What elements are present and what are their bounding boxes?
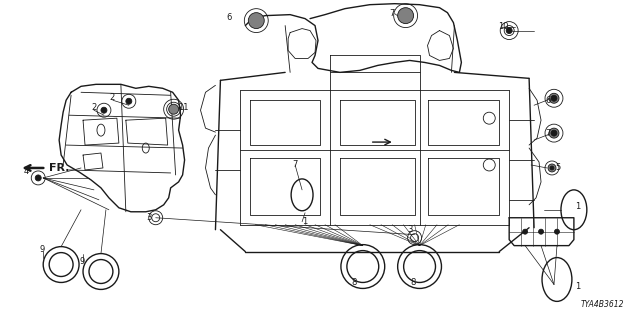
- Circle shape: [248, 13, 264, 28]
- Text: 5: 5: [555, 164, 560, 172]
- Circle shape: [101, 107, 107, 113]
- Text: 1: 1: [575, 282, 580, 291]
- Circle shape: [548, 164, 556, 172]
- Text: 1: 1: [302, 217, 307, 226]
- Text: 8: 8: [411, 278, 416, 287]
- Circle shape: [402, 12, 410, 20]
- Circle shape: [549, 93, 559, 103]
- Circle shape: [397, 8, 413, 24]
- Circle shape: [554, 229, 559, 234]
- Text: TYA4B3612: TYA4B3612: [580, 300, 623, 309]
- Text: 10: 10: [498, 22, 509, 31]
- Circle shape: [551, 95, 557, 101]
- Text: 6: 6: [227, 13, 232, 22]
- Text: 2: 2: [91, 103, 96, 112]
- Text: 4: 4: [23, 167, 29, 176]
- Text: 1: 1: [575, 202, 580, 211]
- Text: 2: 2: [109, 93, 114, 102]
- Text: 7: 7: [390, 9, 395, 18]
- Text: 7: 7: [292, 160, 298, 170]
- Text: FR.: FR.: [49, 163, 70, 173]
- Circle shape: [538, 229, 543, 234]
- Circle shape: [506, 28, 512, 34]
- Circle shape: [551, 130, 557, 136]
- Text: 6: 6: [545, 96, 550, 105]
- Circle shape: [550, 166, 554, 170]
- Circle shape: [549, 128, 559, 138]
- Circle shape: [252, 17, 260, 25]
- Text: 9: 9: [79, 257, 84, 266]
- Circle shape: [169, 104, 179, 114]
- Text: 3: 3: [147, 213, 152, 222]
- Text: 11: 11: [178, 103, 188, 112]
- Circle shape: [35, 175, 41, 181]
- Circle shape: [523, 229, 527, 234]
- Text: 7: 7: [545, 129, 550, 138]
- Text: 9: 9: [39, 245, 44, 254]
- Circle shape: [126, 98, 132, 104]
- Text: 3: 3: [408, 225, 413, 234]
- Text: 8: 8: [352, 278, 357, 287]
